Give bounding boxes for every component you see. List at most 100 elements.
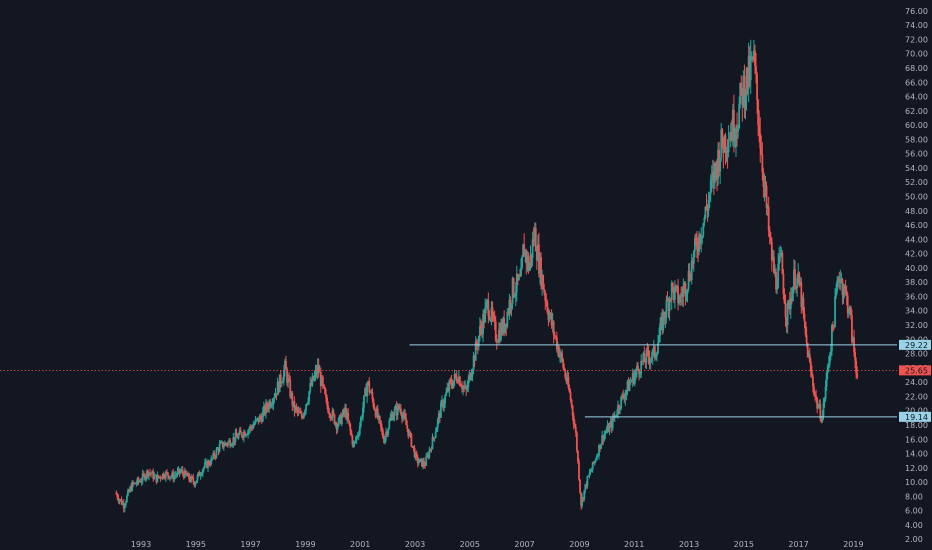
- candle-body: [411, 445, 414, 447]
- candle-body: [532, 239, 535, 242]
- candle-body: [321, 376, 324, 385]
- candle-body: [732, 109, 735, 141]
- candle-body: [239, 430, 242, 433]
- candle-body: [563, 367, 566, 371]
- candle-body: [729, 131, 732, 140]
- price-axis[interactable]: 2.00 4.00 6.00 8.00 10.00 12.00 14.00 16.00 18.0…: [905, 7, 928, 544]
- candle-body: [444, 395, 447, 404]
- candle-body: [702, 223, 705, 236]
- candle-body: [477, 336, 480, 347]
- candle-body: [386, 432, 389, 435]
- candle-body: [258, 415, 261, 423]
- candle-body: [402, 415, 404, 419]
- candle-body: [366, 383, 369, 397]
- candle-body: [771, 256, 774, 261]
- candle-body: [188, 473, 190, 480]
- candle-body: [327, 405, 330, 413]
- x-tick-label: 2007: [514, 540, 534, 549]
- candle-body: [581, 497, 584, 506]
- candle-body: [310, 383, 313, 386]
- candle-body: [225, 442, 227, 444]
- candle-body: [385, 432, 388, 438]
- candle-body: [427, 455, 430, 458]
- candle-body: [700, 238, 703, 244]
- candle-body: [766, 206, 769, 208]
- candle-body: [349, 424, 352, 431]
- candle-body: [724, 135, 727, 153]
- candle-body: [222, 445, 225, 448]
- candle-body: [573, 424, 576, 428]
- candle-body: [469, 373, 472, 380]
- candle-body: [833, 326, 835, 328]
- candle-body: [272, 399, 275, 405]
- candle-body: [131, 482, 134, 491]
- candle-body: [449, 380, 452, 381]
- candle-body: [769, 237, 772, 242]
- candle-body: [722, 145, 725, 153]
- candle-body: [639, 373, 642, 375]
- candle-body: [664, 317, 667, 319]
- candle-body: [424, 465, 427, 466]
- candle-body: [296, 408, 299, 412]
- candle-body: [199, 475, 202, 477]
- candle-body: [697, 249, 699, 252]
- candle-body: [514, 291, 517, 296]
- time-axis[interactable]: 1993 1995 1997 1999 2001 2003 2005 2007 2009 2011…: [131, 540, 864, 549]
- candle-body: [466, 387, 469, 390]
- candle-body: [178, 468, 181, 473]
- candle-body: [468, 373, 471, 380]
- candle-body: [845, 290, 848, 296]
- candle-body: [119, 499, 122, 501]
- candle-body: [828, 355, 831, 364]
- candle-body: [650, 357, 653, 360]
- candle-body: [542, 275, 545, 290]
- candle-body: [496, 341, 499, 343]
- candle-body: [718, 149, 721, 172]
- candle-body: [807, 354, 810, 358]
- candle-body: [337, 418, 340, 426]
- candle-body: [619, 408, 621, 410]
- candle-body: [626, 381, 629, 391]
- candle-body: [221, 441, 224, 448]
- last-price-tag-label: 25.65: [905, 366, 928, 375]
- candle-body: [600, 443, 603, 449]
- y-tick-label: 2.00: [905, 535, 923, 544]
- candle-body: [415, 452, 418, 458]
- candle-body: [163, 477, 166, 479]
- candle-body: [152, 471, 155, 479]
- candle-body: [264, 406, 266, 414]
- candle-body: [274, 393, 277, 398]
- candle-body: [215, 449, 218, 457]
- candle-body: [618, 405, 620, 410]
- y-tick-label: 62.00: [905, 107, 928, 116]
- candle-body: [141, 473, 144, 481]
- y-tick-label: 24.00: [905, 378, 928, 387]
- candle-body: [835, 291, 838, 297]
- candle-body: [270, 404, 273, 407]
- candle-body: [754, 50, 756, 66]
- candle-body: [843, 286, 846, 293]
- candle-body: [748, 56, 751, 81]
- candle-body: [810, 371, 813, 377]
- candle-body: [397, 405, 400, 409]
- candle-body: [172, 472, 175, 480]
- candle-body: [345, 408, 347, 419]
- candle-body: [767, 206, 770, 231]
- candle-body: [533, 227, 536, 242]
- candle-body: [594, 459, 597, 461]
- candle-body: [278, 374, 281, 393]
- candle-body: [370, 392, 373, 394]
- candle-body: [437, 413, 440, 420]
- candle-body: [416, 457, 419, 464]
- candle-body: [455, 376, 458, 382]
- candle-body: [681, 296, 684, 298]
- y-tick-label: 54.00: [905, 164, 928, 173]
- candle-body: [167, 472, 169, 476]
- candle-body: [536, 244, 539, 261]
- candle-body: [360, 417, 363, 419]
- candle-body: [794, 269, 796, 288]
- candle-body: [609, 421, 612, 425]
- candle-body: [331, 410, 334, 419]
- candle-body: [410, 433, 413, 447]
